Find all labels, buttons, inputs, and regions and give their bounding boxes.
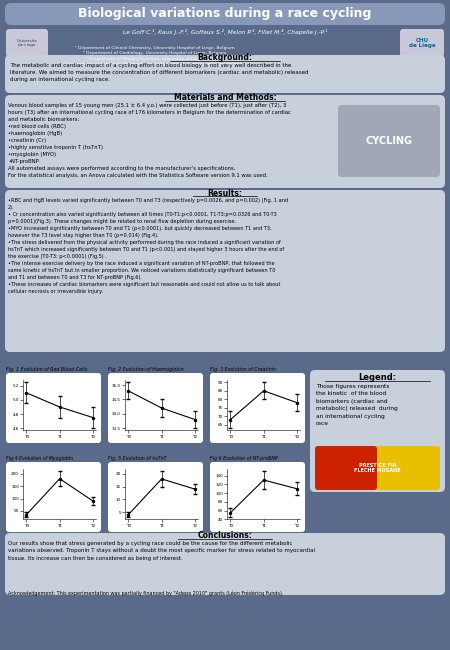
FancyBboxPatch shape bbox=[315, 446, 440, 490]
Text: Venous blood samples of 15 young men (25.1 ± 6.4 y.o.) were collected just befor: Venous blood samples of 15 young men (25… bbox=[8, 103, 291, 178]
FancyBboxPatch shape bbox=[310, 370, 445, 492]
Text: Fig 6 Evolution of NT-proBNP: Fig 6 Evolution of NT-proBNP bbox=[210, 456, 278, 461]
Text: Fig. 1 Evolution of Red Blood Cells: Fig. 1 Evolution of Red Blood Cells bbox=[6, 367, 87, 372]
Text: Background:: Background: bbox=[198, 53, 252, 62]
FancyBboxPatch shape bbox=[210, 462, 305, 532]
Text: Fig. 2 Evolution of Haemoglobin: Fig. 2 Evolution of Haemoglobin bbox=[108, 367, 184, 372]
Text: The metabolic and cardiac impact of a cycling effort on blood biology is not ver: The metabolic and cardiac impact of a cy… bbox=[10, 63, 309, 82]
FancyBboxPatch shape bbox=[6, 29, 48, 57]
Text: ¹ Department of Clinical Chemistry, University Hospital of Liege, Belgium
² Depa: ¹ Department of Clinical Chemistry, Univ… bbox=[64, 46, 246, 66]
Text: Fig. 5 Evolution of hsTnT: Fig. 5 Evolution of hsTnT bbox=[108, 456, 166, 461]
Text: Results:: Results: bbox=[207, 188, 243, 198]
FancyBboxPatch shape bbox=[5, 533, 445, 595]
FancyBboxPatch shape bbox=[6, 462, 101, 532]
FancyBboxPatch shape bbox=[210, 373, 305, 443]
Text: Universite
de Liege: Universite de Liege bbox=[17, 39, 37, 47]
Text: •RBC and HgB levels varied significantly between T0 and T3 (respectively p=0.002: •RBC and HgB levels varied significantly… bbox=[8, 198, 288, 294]
FancyBboxPatch shape bbox=[315, 446, 377, 490]
Text: Our results show that stress generated by a cycling race could be the cause for : Our results show that stress generated b… bbox=[8, 541, 315, 561]
Text: PRESTIGE FIA
FLECHE MOSANE: PRESTIGE FIA FLECHE MOSANE bbox=[354, 463, 401, 473]
Text: Legend:: Legend: bbox=[359, 374, 396, 382]
Text: Conclusions:: Conclusions: bbox=[198, 532, 252, 541]
FancyBboxPatch shape bbox=[5, 3, 445, 25]
Text: Fig. 3 Evolution of Creatinin: Fig. 3 Evolution of Creatinin bbox=[210, 367, 276, 372]
Text: CHU
de Liege: CHU de Liege bbox=[409, 38, 435, 48]
Text: Acknowledgement: This experimentation was partially financed by "Adepa 2010" gra: Acknowledgement: This experimentation wa… bbox=[8, 591, 284, 597]
Text: CYCLING: CYCLING bbox=[365, 136, 413, 146]
Text: Materials and Methods:: Materials and Methods: bbox=[174, 94, 276, 103]
Text: Fig.4 Evolution of Myoglobin: Fig.4 Evolution of Myoglobin bbox=[6, 456, 73, 461]
Text: Le Goff C.¹, Kaux J.-F.², Goffaux S.², Melon P.³, Fillet M.⁴, Chapelle J.-P.¹: Le Goff C.¹, Kaux J.-F.², Goffaux S.², M… bbox=[123, 29, 327, 35]
FancyBboxPatch shape bbox=[5, 190, 445, 352]
Text: Biological variations during a race cycling: Biological variations during a race cycl… bbox=[78, 8, 372, 21]
FancyBboxPatch shape bbox=[108, 373, 203, 443]
FancyBboxPatch shape bbox=[6, 373, 101, 443]
FancyBboxPatch shape bbox=[5, 55, 445, 93]
FancyBboxPatch shape bbox=[400, 29, 444, 57]
FancyBboxPatch shape bbox=[5, 95, 445, 188]
FancyBboxPatch shape bbox=[338, 105, 440, 177]
FancyBboxPatch shape bbox=[108, 462, 203, 532]
Text: Those figures represents
the kinetic  of the blood
biomarkers (cardiac and
metab: Those figures represents the kinetic of … bbox=[316, 384, 398, 426]
